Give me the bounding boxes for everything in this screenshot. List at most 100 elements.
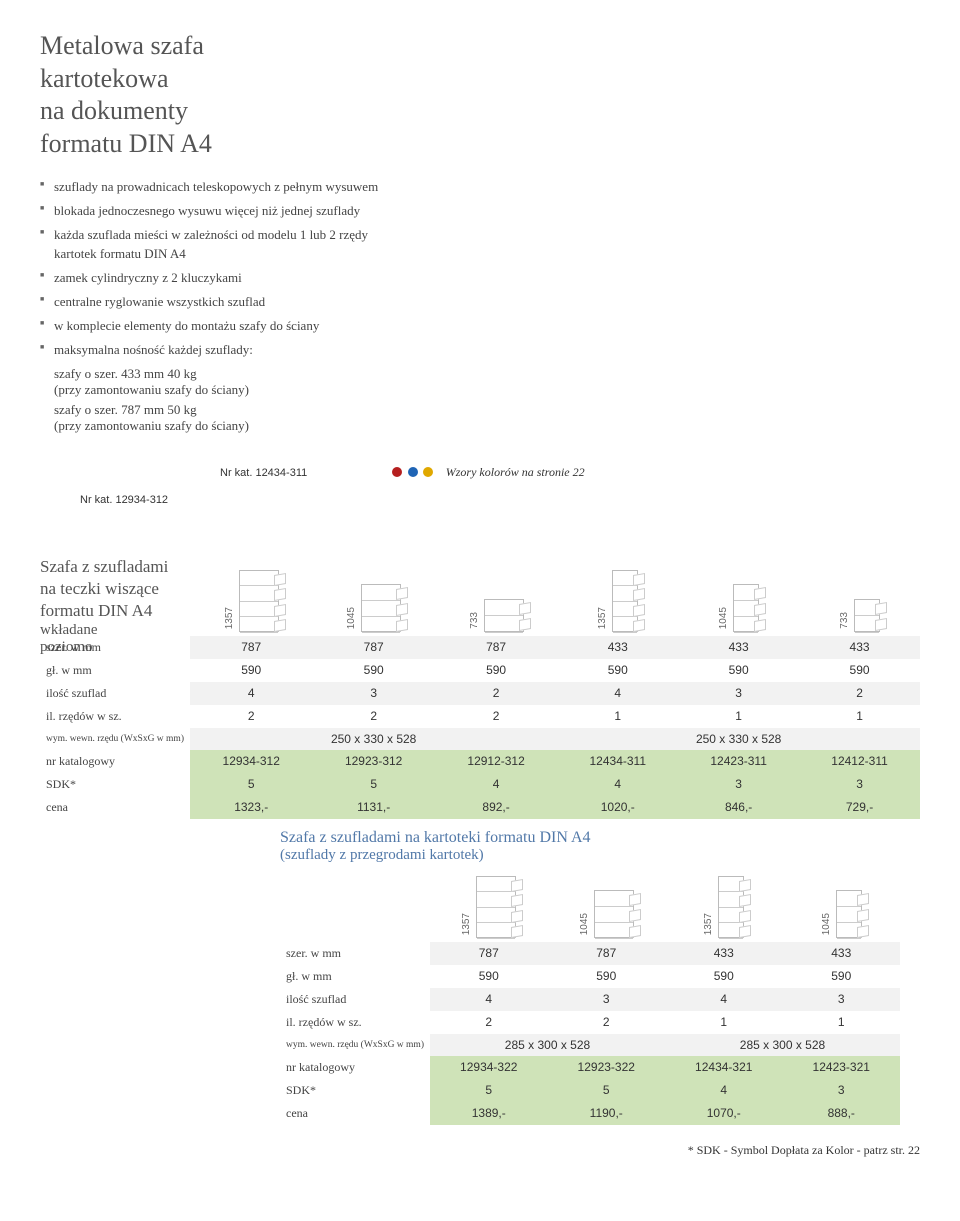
row-label: wym. wewn. rzędu (WxSxG w mm) [280, 1034, 430, 1056]
table-row: cena1323,-1131,-892,-1020,-846,-729,- [40, 796, 920, 819]
table-row: wym. wewn. rzędu (WxSxG w mm) 285 x 300 … [280, 1034, 900, 1056]
cell: 590 [548, 965, 666, 988]
table-row: SDK*554433 [40, 773, 920, 796]
list-item: każda szuflada mieści w zależności od mo… [40, 226, 400, 262]
cell: 285 x 300 x 528 [665, 1034, 900, 1056]
cell: 3 [678, 682, 799, 705]
dot-yellow-icon [423, 467, 433, 477]
cell: 12423-311 [678, 750, 799, 773]
load-notes: szafy o szer. 433 mm 40 kg (przy zamonto… [54, 366, 414, 434]
cell: 433 [557, 636, 678, 659]
cell: 2 [435, 682, 557, 705]
cell: 3 [678, 773, 799, 796]
row-label: gł. w mm [40, 659, 190, 682]
cabinet-icon: 1045 [548, 872, 666, 942]
cell: 5 [430, 1079, 548, 1102]
cell: 3 [312, 682, 434, 705]
row-label: SDK* [40, 773, 190, 796]
cell: 4 [665, 988, 783, 1011]
cell: 12934-312 [190, 750, 312, 773]
dot-blue-icon [408, 467, 418, 477]
cabinet-icon: 733 [799, 566, 920, 636]
footer-note: * SDK - Symbol Dopłata za Kolor - patrz … [40, 1143, 920, 1158]
table-row: SDK*5543 [280, 1079, 900, 1102]
cell: 12412-311 [799, 750, 920, 773]
cell: 1020,- [557, 796, 678, 819]
cell: 1190,- [548, 1102, 666, 1125]
cell: 433 [799, 636, 920, 659]
cell: 590 [430, 965, 548, 988]
cabinet-icon: 1357 [430, 872, 548, 942]
cell: 1070,- [665, 1102, 783, 1125]
cabinet-icon: 1357 [665, 872, 783, 942]
cell: 12434-321 [665, 1056, 783, 1079]
cell: 1 [665, 1011, 783, 1034]
cell: 2 [435, 705, 557, 728]
list-item: zamek cylindryczny z 2 kluczykami [40, 269, 400, 287]
cell: 590 [799, 659, 920, 682]
cell: 5 [190, 773, 312, 796]
list-item: w komplecie elementy do montażu szafy do… [40, 317, 400, 335]
cell: 2 [312, 705, 434, 728]
cell: 1 [783, 1011, 901, 1034]
cell: 590 [312, 659, 434, 682]
catalog-ref-row: Nr kat. 12434-311 Wzory kolorów na stron… [220, 464, 920, 480]
cell: 590 [190, 659, 312, 682]
cell: 787 [435, 636, 557, 659]
cell: 4 [557, 773, 678, 796]
row-label: il. rzędów w sz. [280, 1011, 430, 1034]
cell: 3 [783, 988, 901, 1011]
cell: 4 [557, 682, 678, 705]
cell: 433 [678, 636, 799, 659]
list-item: maksymalna nośność każdej szuflady: [40, 341, 400, 359]
cell: 12934-322 [430, 1056, 548, 1079]
row-label: ilość szuflad [40, 682, 190, 705]
cabinet-icon: 733 [435, 566, 557, 636]
cell: 729,- [799, 796, 920, 819]
cell: 590 [678, 659, 799, 682]
row-label: cena [280, 1102, 430, 1125]
list-item: szuflady na prowadnicach teleskopowych z… [40, 178, 400, 196]
cell: 4 [430, 988, 548, 1011]
cell: 5 [312, 773, 434, 796]
cell: 3 [548, 988, 666, 1011]
cell: 846,- [678, 796, 799, 819]
table-row: nr katalogowy12934-31212923-31212912-312… [40, 750, 920, 773]
cell: 2 [799, 682, 920, 705]
table-row: il. rzędów w sz.2211 [280, 1011, 900, 1034]
cell: 2 [430, 1011, 548, 1034]
cell: 285 x 300 x 528 [430, 1034, 665, 1056]
row-label: nr katalogowy [280, 1056, 430, 1079]
cell: 590 [557, 659, 678, 682]
cell: 1323,- [190, 796, 312, 819]
color-dots: Wzory kolorów na stronie 22 [391, 464, 585, 479]
cell: 590 [783, 965, 901, 988]
cell: 250 x 330 x 528 [557, 728, 920, 750]
row-label: cena [40, 796, 190, 819]
cell: 433 [783, 942, 901, 965]
cell: 250 x 330 x 528 [190, 728, 557, 750]
nr-kat-left: Nr kat. 12934-312 [80, 494, 920, 506]
cell: 1 [799, 705, 920, 728]
row-label: il. rzędów w sz. [40, 705, 190, 728]
cell: 590 [435, 659, 557, 682]
cell: 590 [665, 965, 783, 988]
row-label: ilość szuflad [280, 988, 430, 1011]
cell: 12912-312 [435, 750, 557, 773]
cabinet-icon: 1045 [312, 566, 434, 636]
cell: 12923-312 [312, 750, 434, 773]
cell: 4 [665, 1079, 783, 1102]
page-title: Metalowa szafa kartotekowa na dokumenty … [40, 30, 920, 160]
feature-list: szuflady na prowadnicach teleskopowych z… [40, 178, 920, 360]
table-row: ilość szuflad4343 [280, 988, 900, 1011]
list-item: centralne ryglowanie wszystkich szuflad [40, 293, 400, 311]
cell: 4 [190, 682, 312, 705]
nr-kat-top: Nr kat. 12434-311 [220, 467, 307, 479]
table-row: il. rzędów w sz.222111 [40, 705, 920, 728]
cell: 3 [783, 1079, 901, 1102]
table-row: gł. w mm590590590590590590 [40, 659, 920, 682]
spec-table-2: 1357 1045 1357 1045 szer. w mm7877874334… [280, 872, 900, 1125]
row-label: SDK* [280, 1079, 430, 1102]
table-row: nr katalogowy12934-32212923-32212434-321… [280, 1056, 900, 1079]
cell: 787 [430, 942, 548, 965]
